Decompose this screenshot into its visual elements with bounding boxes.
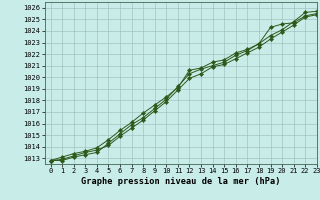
X-axis label: Graphe pression niveau de la mer (hPa): Graphe pression niveau de la mer (hPa) <box>81 177 281 186</box>
